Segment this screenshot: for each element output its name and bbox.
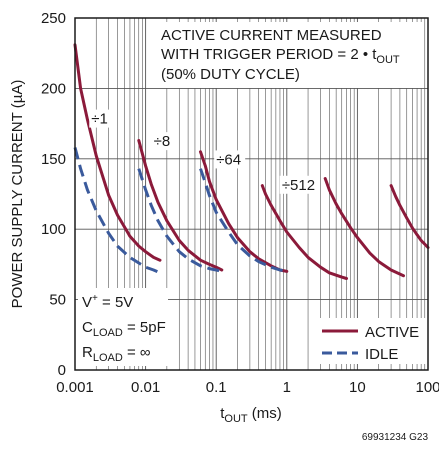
x-tick-label: 100 [415,379,439,396]
y-tick-label: 0 [58,362,66,379]
divider-label: ÷64 [216,151,241,168]
y-tick-label: 50 [49,292,66,309]
y-tick-label: 250 [41,10,66,27]
x-tick-label: 10 [349,379,366,396]
figure-id: 69931234 G23 [362,432,429,443]
y-axis-title: POWER SUPPLY CURRENT (µA) [9,80,26,309]
x-tick-label: 0.01 [131,379,160,396]
legend-idle-label: IDLE [365,346,398,363]
annotation-line-3: (50% DUTY CYCLE) [161,66,300,83]
legend: ACTIVE IDLE [316,318,426,364]
divider-label: ÷1 [91,111,108,128]
y-tick-label: 150 [41,151,66,168]
divider-label: ÷8 [154,133,171,150]
y-tick-label: 100 [41,221,66,238]
x-tick-label: 0.1 [206,379,227,396]
annotation-line-1: ACTIVE CURRENT MEASURED [161,27,382,44]
y-tick-label: 200 [41,80,66,97]
x-tick-label: 0.001 [56,379,94,396]
divider-label: ÷512 [282,177,315,194]
legend-active-label: ACTIVE [365,324,419,341]
condition-supply-voltage: V+ = 5V [82,293,133,311]
x-tick-label: 1 [283,379,291,396]
